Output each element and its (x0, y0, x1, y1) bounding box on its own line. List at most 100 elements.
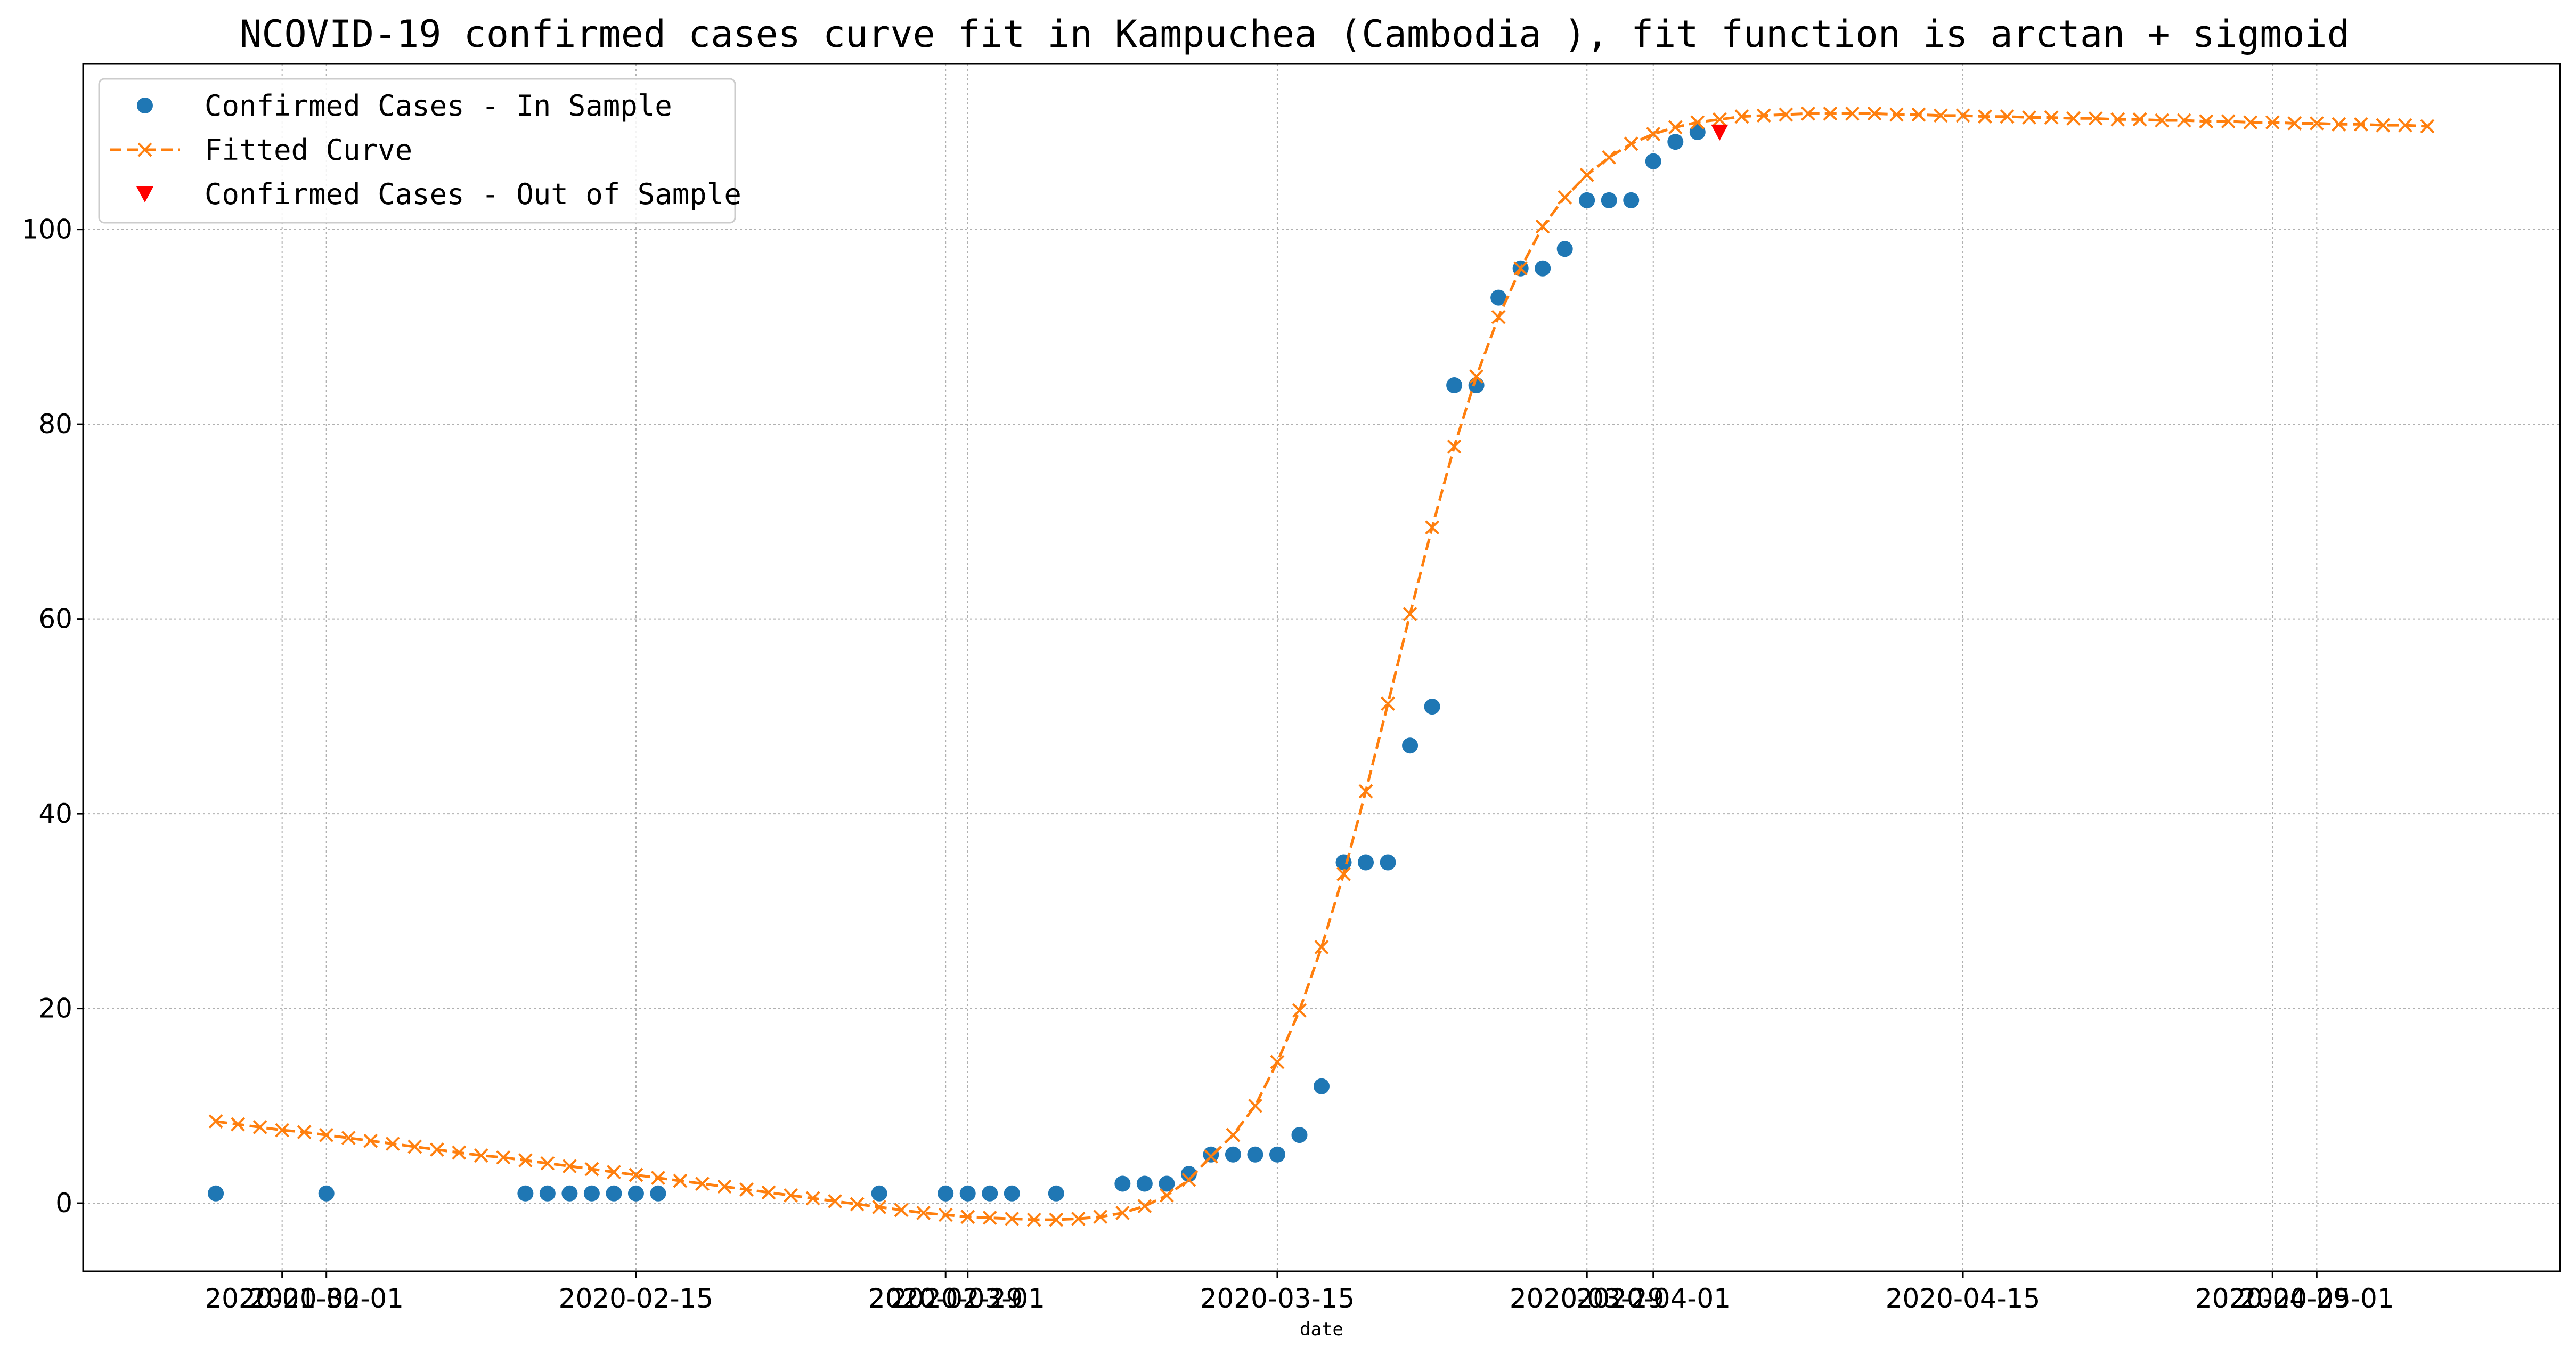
data-point (1911, 107, 1926, 122)
data-point (1136, 1175, 1153, 1192)
data-point (1779, 107, 1794, 122)
y-tick-label: 80 (38, 409, 72, 440)
data-point (1667, 134, 1684, 150)
data-point (1646, 127, 1661, 141)
data-point (2088, 111, 2103, 126)
data-point (1624, 136, 1638, 151)
data-point (2000, 109, 2015, 124)
legend-label: Confirmed Cases - In Sample (205, 89, 672, 123)
data-point (1756, 108, 1771, 123)
data-point (1292, 1003, 1307, 1018)
data-point (1159, 1175, 1175, 1192)
data-point (2132, 112, 2147, 127)
data-point (606, 1185, 622, 1202)
x-axis-label: date (1300, 1319, 1343, 1340)
data-point (1358, 854, 1374, 871)
legend: Confirmed Cases - In Sample Fitted Curve C… (98, 78, 741, 224)
data-point (363, 1133, 378, 1148)
data-point (1093, 1210, 1108, 1224)
data-point (805, 1191, 820, 1206)
data-point (2309, 116, 2324, 131)
data-point (1005, 1211, 1020, 1226)
data-point (2243, 115, 2258, 130)
x-tick-label: 2020-02-29 (868, 1283, 1023, 1314)
x-tick-label: 2020-01-30 (205, 1283, 360, 1314)
data-point (1225, 1146, 1241, 1163)
data-point (2110, 112, 2125, 127)
data-point (1004, 1185, 1020, 1202)
data-point (1115, 1205, 1130, 1220)
data-point (1712, 112, 1727, 127)
data-point (1513, 261, 1528, 276)
legend-label: Fitted Curve (205, 133, 412, 167)
data-point (208, 1185, 224, 1202)
data-point (650, 1185, 666, 1202)
data-point (584, 1162, 599, 1177)
data-point (717, 1179, 732, 1194)
data-point (252, 1120, 267, 1134)
data-point (2176, 113, 2191, 128)
data-point (1425, 520, 1440, 535)
data-point (916, 1205, 931, 1220)
data-point (1934, 108, 1948, 123)
data-point (1026, 1212, 1041, 1227)
y-tick-label: 40 (38, 798, 72, 829)
data-point (2221, 114, 2236, 129)
grid (83, 64, 2560, 1271)
data-point (1226, 1127, 1241, 1142)
data-point (1579, 167, 1594, 182)
data-point (982, 1185, 998, 1202)
data-point (784, 1188, 798, 1203)
data-point (1867, 106, 1882, 121)
data-point (1556, 241, 1573, 257)
data-point (695, 1177, 710, 1191)
y-tick-label: 0 (55, 1188, 72, 1219)
data-point (518, 1153, 533, 1168)
y-tick-label: 100 (22, 214, 72, 245)
data-point (452, 1145, 467, 1160)
data-point (1711, 124, 1729, 141)
x-tick-label: 2020-05-01 (2239, 1283, 2394, 1314)
data-point (1247, 1146, 1263, 1163)
data-point (629, 1167, 643, 1182)
data-point (761, 1185, 776, 1200)
data-point (1689, 124, 1706, 140)
data-point (1491, 310, 1506, 324)
data-point (1645, 153, 1661, 169)
legend-box (98, 78, 736, 224)
data-point (561, 1185, 578, 1202)
data-point (1447, 439, 1462, 454)
data-point (1181, 1172, 1196, 1187)
data-point (341, 1131, 356, 1146)
data-point (1535, 219, 1550, 234)
data-point (1535, 260, 1551, 277)
data-point (1469, 369, 1484, 384)
data-point (2398, 118, 2412, 133)
data-point (1380, 854, 1396, 871)
data-point (1690, 115, 1705, 130)
data-point (1270, 1054, 1285, 1069)
data-point (1602, 150, 1617, 165)
series-fitted-curve (208, 106, 2435, 1227)
data-point (1314, 1078, 1330, 1094)
data-point (208, 1114, 223, 1129)
data-point (385, 1137, 400, 1151)
data-point (2044, 110, 2059, 125)
data-point (2332, 117, 2346, 132)
data-point (1248, 1098, 1262, 1113)
data-point (1049, 1212, 1064, 1227)
data-point (1845, 106, 1860, 121)
data-point (1203, 1149, 1218, 1164)
data-point (2155, 113, 2170, 128)
data-point (982, 1211, 997, 1225)
data-point (2376, 118, 2391, 133)
fitted-curve-line (215, 112, 2428, 1221)
data-point (2265, 115, 2280, 130)
plot-area (208, 106, 2435, 1227)
plot-frame (82, 63, 2561, 1272)
data-point (1889, 107, 1904, 122)
data-point (1424, 699, 1440, 715)
data-point (1823, 106, 1838, 121)
